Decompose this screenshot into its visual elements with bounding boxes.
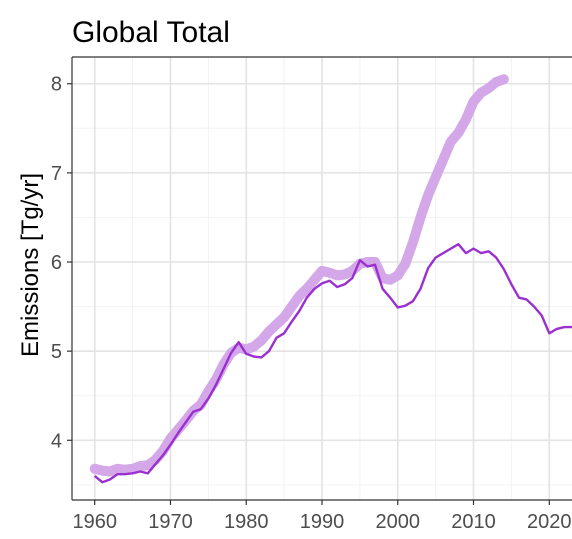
series-layer [89, 74, 572, 484]
x-tick-label: 1990 [300, 511, 345, 533]
y-ticks: 4 5 6 7 8 [51, 74, 72, 452]
x-tick-label: 2020 [527, 511, 572, 533]
x-tick-label: 1970 [148, 511, 193, 533]
y-tick-label: 6 [51, 252, 62, 274]
x-tick-label: 1980 [224, 511, 269, 533]
y-axis-label: Emissions [Tg/yr] [17, 173, 44, 357]
y-tick-label: 5 [51, 341, 62, 363]
y-tick-label: 4 [51, 430, 62, 452]
x-tick-label: 1960 [72, 511, 117, 533]
chart-title: Global Total [72, 16, 230, 49]
series-line-thick [89, 74, 509, 477]
x-ticks: 1960 1970 1980 1990 2000 2010 2020 [72, 500, 572, 533]
y-tick-label: 7 [51, 163, 62, 185]
y-tick-label: 8 [51, 74, 62, 96]
x-tick-label: 2010 [451, 511, 496, 533]
x-tick-label: 2000 [376, 511, 421, 533]
series-line-thin [93, 242, 572, 484]
